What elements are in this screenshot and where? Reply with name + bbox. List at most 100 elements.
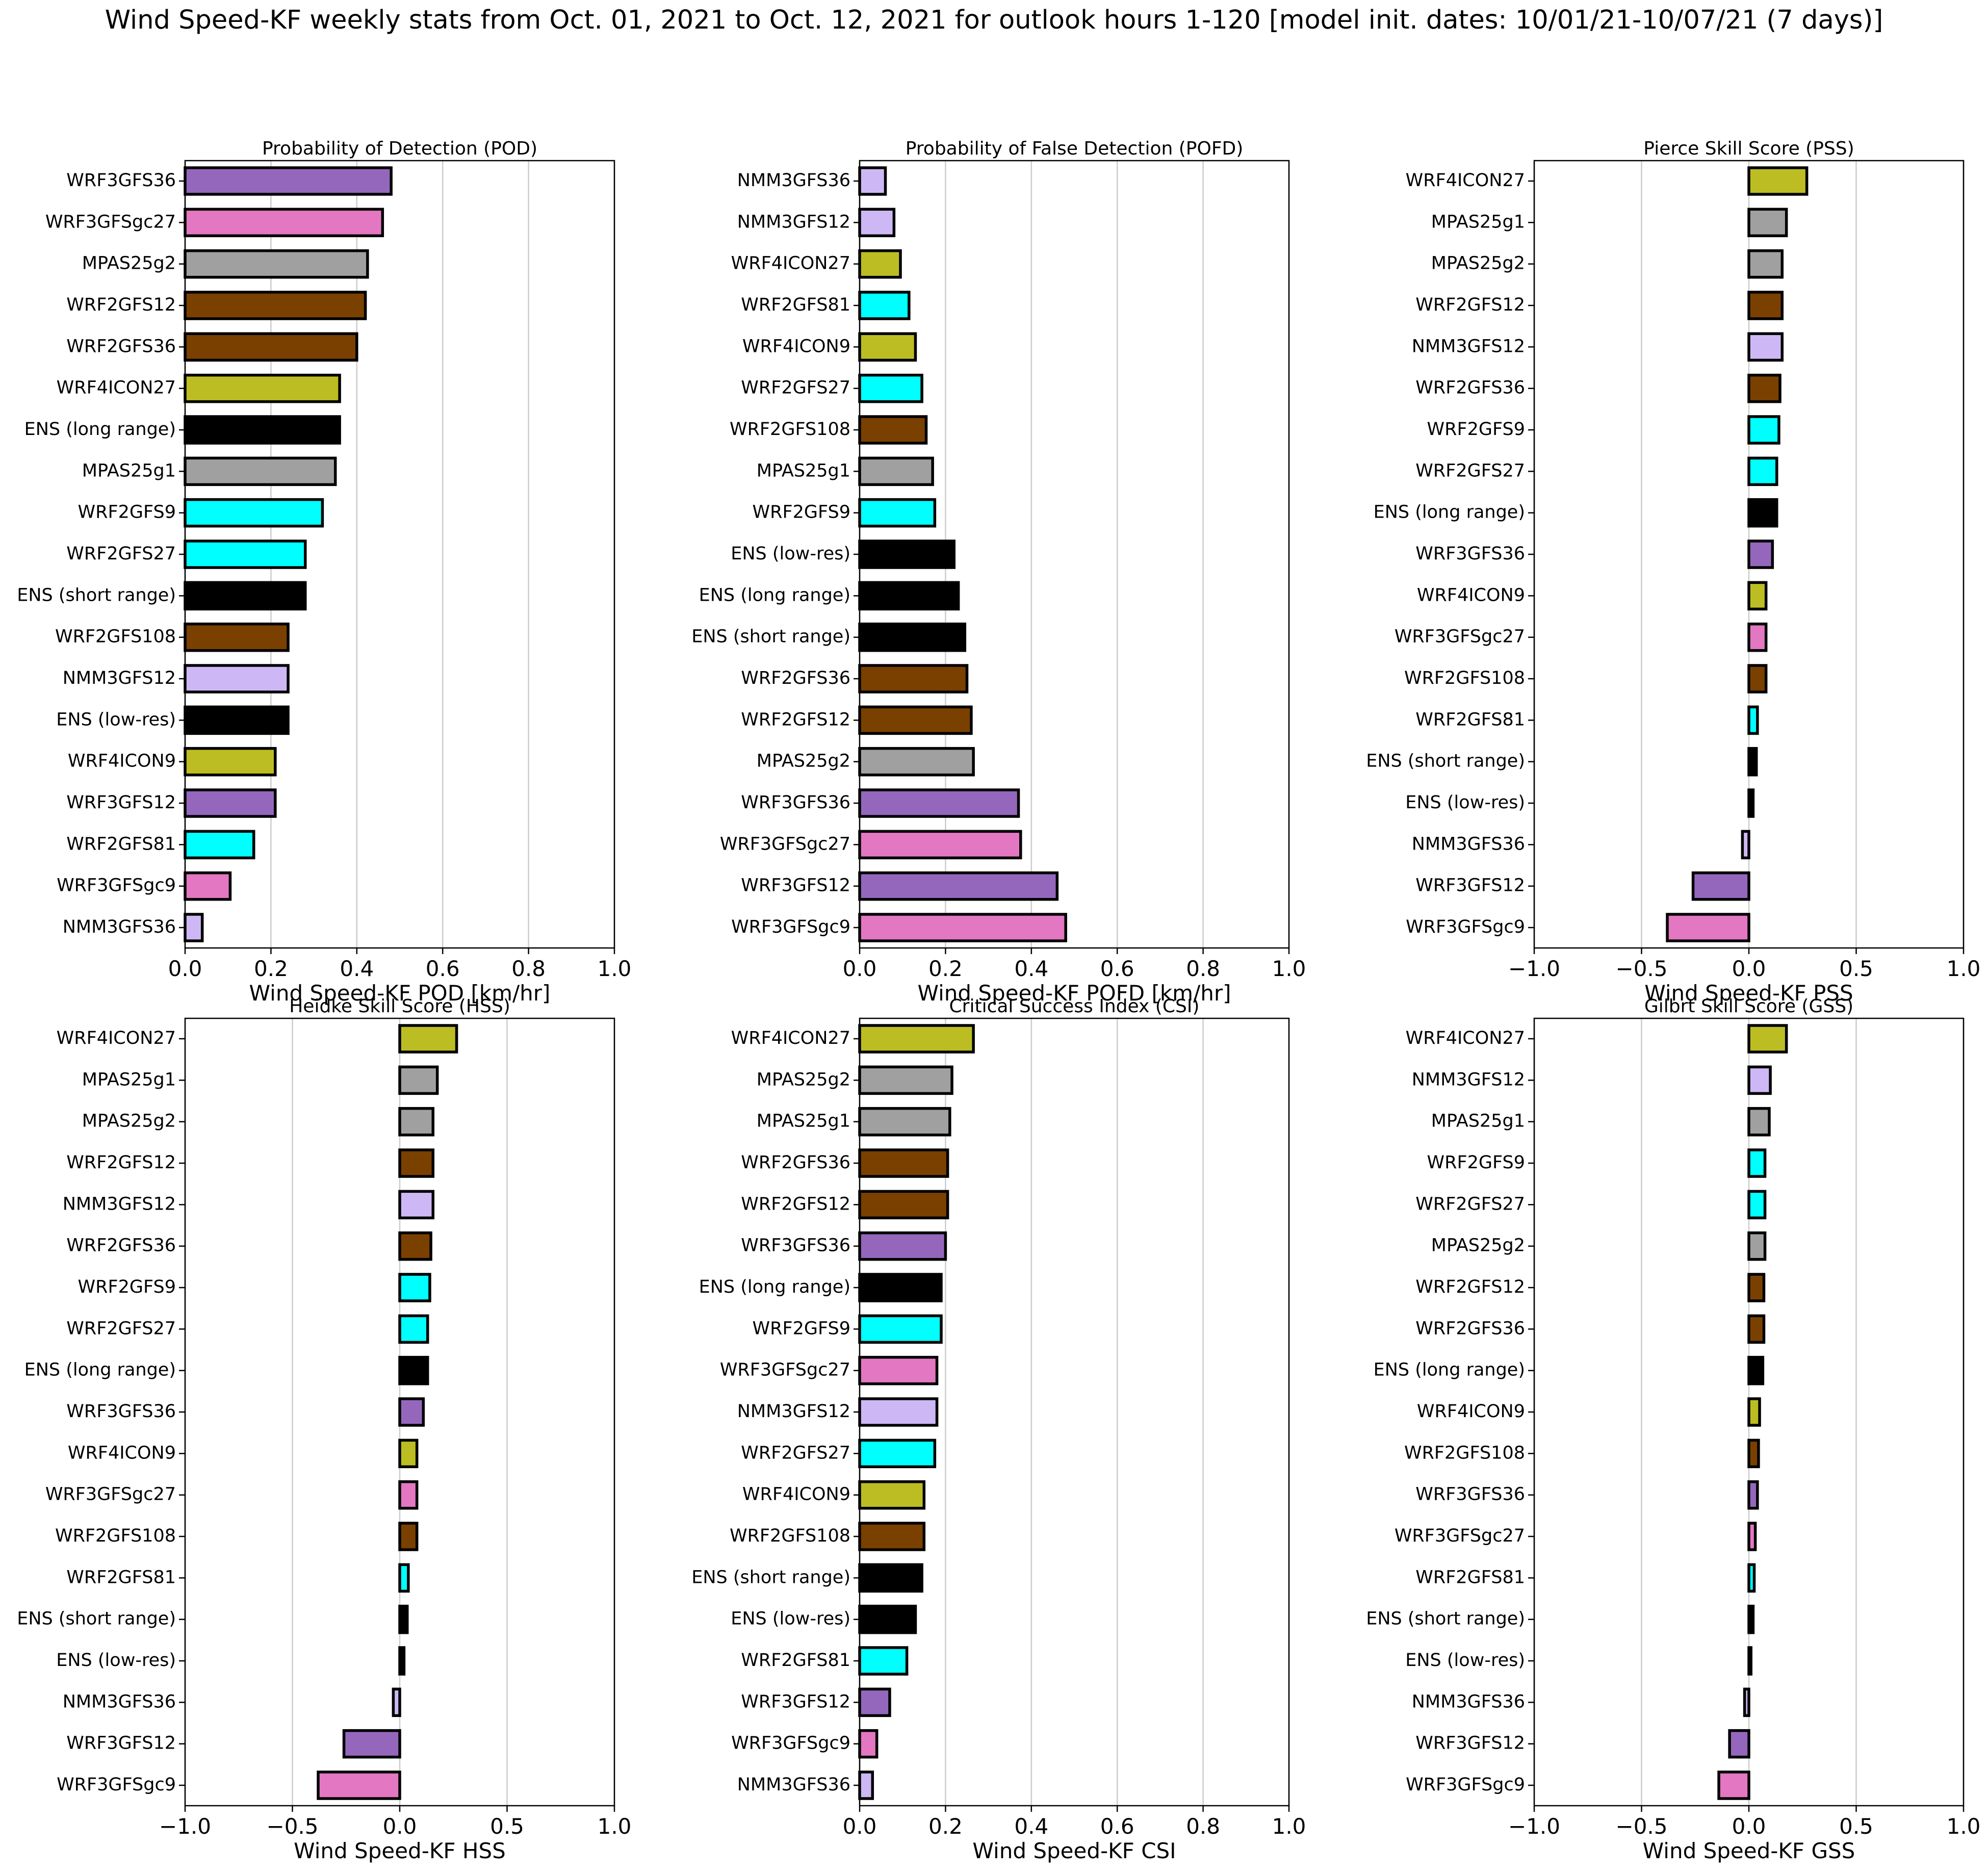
bar-wrf3gfs36 xyxy=(184,166,393,196)
y-tick-label: WRF4ICON27 xyxy=(1406,1028,1525,1048)
chart-panel-4: WRF4ICON27 MPAS25g1 MPAS25g2 WRF2GFS12 NMM3G… xyxy=(17,996,631,1863)
y-tick-label: ENS (short range) xyxy=(1366,1609,1525,1629)
y-tick-label: WRF2GFS27 xyxy=(741,378,850,398)
y-tick-label: WRF3GFSgc27 xyxy=(45,1484,176,1505)
bar-wrf2gfs9 xyxy=(1747,1148,1767,1178)
y-tick-label: NMM3GFS12 xyxy=(1412,1069,1525,1090)
bar-wrf2gfs36 xyxy=(858,664,969,694)
y-tick-label: WRF2GFS108 xyxy=(730,1526,850,1546)
y-tick-label: WRF2GFS36 xyxy=(66,1236,176,1256)
y-tick-label: ENS (low-res) xyxy=(731,1609,850,1629)
bar-wrf2gfs27 xyxy=(398,1314,429,1344)
y-tick-label: WRF3GFS12 xyxy=(741,876,850,896)
bar-wrf3gfsgc27 xyxy=(184,208,384,238)
x-tick-label: −0.5 xyxy=(267,1814,319,1839)
x-axis-label: Wind Speed-KF CSI xyxy=(972,1838,1176,1863)
bar-mpas25g2 xyxy=(1747,1231,1767,1261)
y-tick-label: WRF3GFSgc27 xyxy=(1395,627,1525,647)
bar-wrf3gfsgc9 xyxy=(858,1729,879,1759)
y-tick-label: WRF2GFS108 xyxy=(1404,1443,1525,1463)
bar-nmm3gfs36 xyxy=(858,166,887,196)
y-tick-label: MPAS25g2 xyxy=(1431,253,1525,274)
y-tick-label: WRF2GFS12 xyxy=(1415,295,1525,315)
bar-wrf3gfsgc9 xyxy=(184,871,232,901)
x-tick-label: 0.0 xyxy=(168,956,202,981)
y-tick-label: WRF3GFSgc9 xyxy=(57,876,176,896)
bar-wrf2gfs9 xyxy=(858,1314,943,1344)
bar-wrf2gfs108 xyxy=(858,1522,926,1551)
y-tick-label: WRF4ICON27 xyxy=(1406,170,1525,191)
y-tick-label: MPAS25g2 xyxy=(1431,1236,1525,1256)
bar-wrf2gfs108 xyxy=(1747,1439,1760,1469)
axes-frame xyxy=(1533,1017,1965,1807)
y-tick-label: MPAS25g2 xyxy=(82,253,176,274)
y-tick-label: WRF3GFS12 xyxy=(1415,876,1525,896)
bar-wrf2gfs36 xyxy=(1747,373,1782,403)
bar-ens-long-range xyxy=(1747,498,1778,528)
y-tick-label: WRF4ICON27 xyxy=(57,378,176,398)
axes-frame xyxy=(859,1017,1290,1807)
y-tick-label: NMM3GFS12 xyxy=(737,212,850,232)
y-tick-label: NMM3GFS12 xyxy=(737,1401,850,1422)
bar-wrf3gfsgc9 xyxy=(858,913,1067,942)
axes-frame xyxy=(184,1017,615,1807)
x-tick-label: 1.0 xyxy=(1947,956,1981,981)
bar-wrf2gfs108 xyxy=(858,415,928,445)
y-tick-label: WRF4ICON9 xyxy=(68,1443,176,1463)
y-tick-label: WRF2GFS9 xyxy=(1427,1152,1525,1173)
y-tick-label: WRF3GFSgc27 xyxy=(720,834,850,854)
y-tick-label: WRF2GFS9 xyxy=(78,502,176,523)
y-tick-label: ENS (low-res) xyxy=(56,709,176,730)
y-tick-label: MPAS25g2 xyxy=(757,1069,850,1090)
y-tick-label: ENS (short range) xyxy=(691,1567,850,1587)
x-tick-label: 1.0 xyxy=(1272,1814,1306,1839)
chart-panel-5: WRF4ICON27 MPAS25g2 MPAS25g1 WRF2GFS36 WRF2G… xyxy=(691,996,1306,1863)
bar-wrf2gfs108 xyxy=(184,622,290,652)
y-tick-label: WRF4ICON9 xyxy=(742,1484,850,1505)
y-tick-label: WRF2GFS27 xyxy=(1415,1194,1525,1214)
y-tick-label: NMM3GFS12 xyxy=(1412,336,1525,356)
x-tick-label: 0.8 xyxy=(1186,956,1220,981)
chart-panel-1: WRF3GFS36 WRF3GFSgc27 MPAS25g2 WRF2GFS12 WRF… xyxy=(17,138,631,1006)
x-tick-label: −1.0 xyxy=(1508,1814,1560,1839)
x-tick-label: 0.8 xyxy=(511,956,546,981)
x-tick-label: 0.4 xyxy=(340,956,374,981)
y-tick-label: ENS (low-res) xyxy=(56,1650,176,1671)
y-tick-label: MPAS25g1 xyxy=(82,460,176,481)
y-tick-label: WRF3GFSgc9 xyxy=(731,917,850,937)
bar-mpas25g1 xyxy=(1747,208,1788,238)
bar-mpas25g1 xyxy=(398,1065,439,1095)
y-tick-label: WRF2GFS9 xyxy=(78,1277,176,1297)
bar-wrf4icon27 xyxy=(398,1024,458,1054)
y-tick-label: WRF4ICON27 xyxy=(731,1028,850,1048)
bar-wrf2gfs108 xyxy=(1747,664,1768,694)
bar-nmm3gfs12 xyxy=(184,664,290,694)
y-tick-label: WRF2GFS12 xyxy=(741,709,850,730)
y-tick-label: WRF2GFS36 xyxy=(1415,1318,1525,1339)
bar-wrf2gfs81 xyxy=(398,1563,410,1593)
y-tick-label: ENS (low-res) xyxy=(1405,792,1525,813)
bar-wrf2gfs81 xyxy=(184,830,255,860)
bar-ens-low-res xyxy=(858,1604,917,1634)
bar-wrf4icon27 xyxy=(858,249,902,279)
bar-wrf3gfsgc27 xyxy=(1747,1522,1757,1551)
bar-wrf2gfs9 xyxy=(184,498,324,528)
bar-wrf4icon9 xyxy=(398,1439,419,1469)
bar-wrf3gfsgc9 xyxy=(1666,913,1750,942)
y-tick-label: WRF2GFS36 xyxy=(66,336,176,356)
bar-ens-long-range xyxy=(398,1355,429,1385)
bar-ens-short-range xyxy=(858,1563,923,1593)
y-tick-label: WRF2GFS36 xyxy=(1415,378,1525,398)
axes-frame xyxy=(184,160,615,949)
subplot-title: Probability of Detection (POD) xyxy=(262,138,537,159)
y-tick-label: ENS (short range) xyxy=(17,1609,176,1629)
x-tick-label: 0.5 xyxy=(1839,1814,1873,1839)
bar-wrf2gfs12 xyxy=(858,1190,949,1220)
bar-ens-long-range xyxy=(858,581,960,611)
subplot-title: Gilbrt Skill Score (GSS) xyxy=(1644,996,1853,1017)
x-tick-label: 0.2 xyxy=(928,956,963,981)
x-tick-label: 0.6 xyxy=(1100,956,1134,981)
bar-wrf2gfs27 xyxy=(1747,456,1778,486)
bar-wrf4icon9 xyxy=(1747,581,1768,611)
y-tick-label: WRF2GFS81 xyxy=(741,295,850,315)
